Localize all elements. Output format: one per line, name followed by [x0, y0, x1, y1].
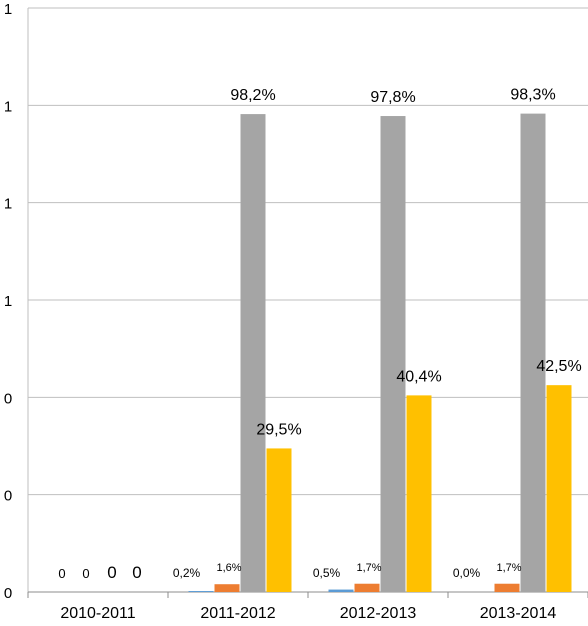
y-tick-label: 1 — [4, 1, 12, 18]
x-tick-label: 2011-2012 — [200, 605, 275, 622]
data-label: 97,8% — [370, 89, 415, 106]
data-label: 0 — [132, 563, 141, 582]
y-tick-label: 1 — [4, 293, 12, 310]
data-label: 1,7% — [356, 562, 381, 574]
bar — [494, 583, 520, 592]
grid-lines — [28, 7, 588, 496]
bar — [240, 114, 266, 593]
data-label: 42,5% — [536, 358, 581, 375]
data-label: 29,5% — [256, 421, 301, 438]
bar — [214, 584, 240, 592]
data-label: 0,2% — [173, 566, 201, 580]
y-tick-label: 1 — [4, 196, 12, 213]
y-tick-label: 0 — [4, 390, 12, 407]
data-labels: 0 0 0 0 0,2% 1,6%98,2%29,5%0,5% 1,7%97,8%40,4%… — [58, 87, 581, 582]
bar — [380, 116, 406, 592]
y-tick-label: 0 — [4, 585, 12, 602]
data-label: 98,2% — [230, 87, 275, 104]
x-tick-label: 2013-2014 — [480, 605, 557, 622]
bars — [188, 113, 572, 593]
data-label: 0 — [58, 566, 65, 581]
x-tick-label: 2010-2011 — [60, 605, 135, 622]
data-label: 40,4% — [396, 368, 441, 385]
y-tick-label: 0 — [4, 488, 12, 505]
data-label: 1,7% — [496, 562, 521, 574]
data-label: 0 — [82, 566, 89, 581]
y-tick-labels: 0 0 0 1 1 1 1 — [4, 1, 12, 602]
x-tick-label: 2012-2013 — [340, 605, 417, 622]
bar — [406, 395, 432, 592]
data-label: 0,5% — [313, 566, 341, 580]
bar — [266, 448, 292, 592]
data-label: 0,0% — [453, 566, 481, 580]
bar — [546, 385, 572, 592]
x-tick-labels: 2010-2011 2011-2012 2012-2013 2013-2014 — [60, 605, 556, 622]
y-tick-label: 1 — [4, 98, 12, 115]
data-label: 98,3% — [510, 87, 555, 104]
axes — [27, 8, 588, 598]
data-label: 1,6% — [216, 562, 241, 574]
data-label: 0 — [107, 563, 116, 582]
bar — [328, 589, 354, 592]
bar — [520, 113, 546, 593]
bar — [354, 583, 380, 592]
bar — [188, 591, 214, 592]
